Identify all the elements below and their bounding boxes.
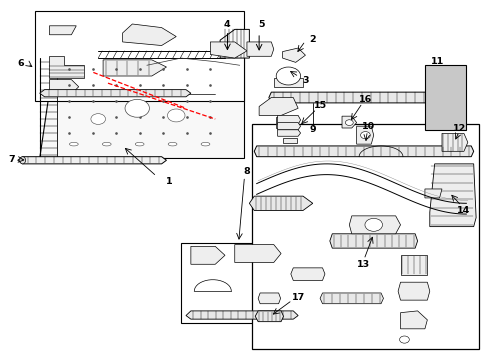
Bar xyxy=(35,12,244,101)
Ellipse shape xyxy=(168,142,177,146)
Polygon shape xyxy=(397,282,429,300)
Polygon shape xyxy=(255,311,283,321)
Polygon shape xyxy=(49,26,76,35)
Text: 11: 11 xyxy=(429,57,443,66)
Polygon shape xyxy=(348,216,400,234)
Text: 9: 9 xyxy=(309,125,315,134)
Circle shape xyxy=(91,114,105,125)
Polygon shape xyxy=(40,40,244,158)
Polygon shape xyxy=(341,116,356,128)
Polygon shape xyxy=(320,293,383,304)
Polygon shape xyxy=(122,24,176,45)
Text: 3: 3 xyxy=(302,76,308,85)
Polygon shape xyxy=(329,234,417,248)
Polygon shape xyxy=(103,60,166,76)
Polygon shape xyxy=(277,116,300,125)
Text: 1: 1 xyxy=(165,177,172,186)
Polygon shape xyxy=(282,138,297,143)
Polygon shape xyxy=(49,56,83,78)
Polygon shape xyxy=(190,246,224,264)
Polygon shape xyxy=(400,311,427,329)
Text: 17: 17 xyxy=(291,293,304,302)
Polygon shape xyxy=(185,311,298,319)
Polygon shape xyxy=(249,196,312,211)
Text: 8: 8 xyxy=(243,167,249,176)
Text: 7: 7 xyxy=(8,155,15,164)
Ellipse shape xyxy=(69,142,78,146)
Polygon shape xyxy=(273,78,303,87)
Polygon shape xyxy=(441,134,467,151)
Polygon shape xyxy=(234,244,281,262)
Polygon shape xyxy=(220,30,249,58)
Polygon shape xyxy=(259,98,298,116)
Ellipse shape xyxy=(135,142,144,146)
Polygon shape xyxy=(429,164,475,226)
Ellipse shape xyxy=(201,142,209,146)
Polygon shape xyxy=(424,189,441,198)
Polygon shape xyxy=(258,293,280,304)
Circle shape xyxy=(399,336,408,343)
Text: 13: 13 xyxy=(357,260,370,269)
Polygon shape xyxy=(246,42,273,56)
Polygon shape xyxy=(254,146,473,157)
Circle shape xyxy=(125,99,149,117)
Circle shape xyxy=(364,219,382,231)
Bar xyxy=(424,65,466,130)
Polygon shape xyxy=(277,130,300,136)
Text: 5: 5 xyxy=(258,20,264,29)
Polygon shape xyxy=(49,80,79,94)
Text: 4: 4 xyxy=(223,20,229,29)
Text: 2: 2 xyxy=(309,35,315,44)
Ellipse shape xyxy=(20,157,25,164)
Polygon shape xyxy=(268,92,463,103)
Ellipse shape xyxy=(102,142,111,146)
Circle shape xyxy=(276,67,300,85)
Polygon shape xyxy=(210,42,246,58)
Bar xyxy=(251,125,478,348)
Polygon shape xyxy=(356,126,373,144)
Circle shape xyxy=(345,120,352,126)
Polygon shape xyxy=(282,48,305,62)
Text: 14: 14 xyxy=(456,206,469,215)
Circle shape xyxy=(360,132,369,139)
Polygon shape xyxy=(400,255,427,275)
Polygon shape xyxy=(18,157,166,164)
Polygon shape xyxy=(290,268,325,280)
Text: 16: 16 xyxy=(358,95,371,104)
Bar xyxy=(181,243,305,323)
Polygon shape xyxy=(40,90,190,97)
Text: 15: 15 xyxy=(313,101,326,110)
Polygon shape xyxy=(277,123,300,130)
Text: 10: 10 xyxy=(362,122,375,131)
Text: 12: 12 xyxy=(452,123,466,132)
Circle shape xyxy=(167,109,184,122)
Text: 6: 6 xyxy=(17,59,23,68)
Polygon shape xyxy=(276,117,293,128)
